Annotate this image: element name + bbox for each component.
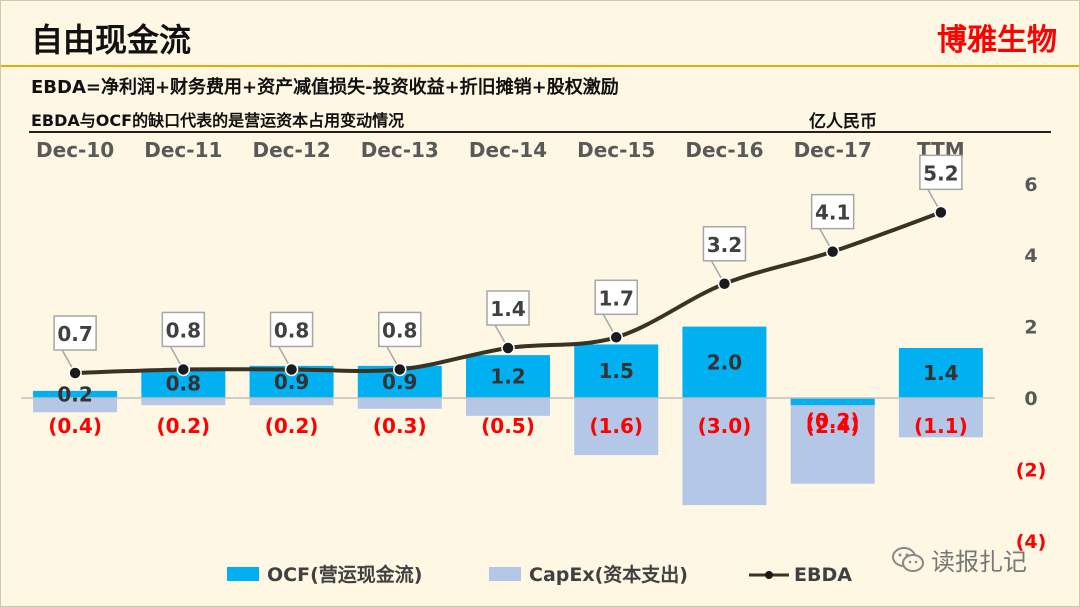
ebda-point bbox=[284, 362, 299, 377]
ocf-bar bbox=[898, 348, 983, 398]
ocf-data-label: 1.2 bbox=[490, 365, 525, 389]
capex-data-label: (2.4) bbox=[806, 414, 860, 438]
y-tick-label: 4 bbox=[1024, 245, 1037, 267]
chart-note: EBDA与OCF的缺口代表的是营运资本占用变动情况 bbox=[31, 111, 405, 130]
capex-bar bbox=[33, 398, 118, 413]
y-tick-label: 6 bbox=[1024, 174, 1037, 196]
capex-bar bbox=[574, 398, 659, 456]
ocf-bar bbox=[33, 390, 118, 398]
brand-name: 博雅生物 bbox=[937, 23, 1057, 58]
legend-ebda-marker bbox=[765, 571, 773, 579]
ebda-data-label: 3.2 bbox=[707, 233, 742, 257]
ebda-point bbox=[176, 362, 191, 377]
ocf-bar bbox=[574, 344, 659, 398]
category-label: Dec-10 bbox=[36, 138, 114, 162]
ocf-data-label: (0.2) bbox=[806, 409, 860, 433]
ebda-point bbox=[717, 277, 732, 291]
ocf-bar bbox=[682, 326, 767, 398]
ebda-data-label: 0.8 bbox=[382, 318, 417, 342]
capex-data-label: (0.2) bbox=[156, 414, 210, 438]
capex-data-label: (0.5) bbox=[481, 414, 535, 438]
watermark-text: 读报扎记 bbox=[931, 548, 1027, 576]
ebda-point bbox=[68, 366, 82, 380]
ebda-point bbox=[501, 341, 515, 355]
capex-bar bbox=[249, 398, 334, 406]
ocf-data-label: 0.2 bbox=[57, 382, 92, 406]
capex-data-label: (0.2) bbox=[265, 414, 319, 438]
capex-bar bbox=[357, 398, 442, 409]
category-label: Dec-17 bbox=[794, 138, 872, 162]
header-divider bbox=[29, 131, 1051, 133]
callout-box bbox=[919, 154, 963, 191]
category-label: Dec-13 bbox=[361, 138, 439, 162]
ocf-data-label: 1.5 bbox=[599, 359, 634, 383]
legend-ocf-label: OCF(营运现金流) bbox=[267, 563, 422, 586]
legend-ocf-swatch bbox=[227, 567, 259, 581]
callout-box bbox=[161, 311, 206, 348]
ocf-data-label: 1.4 bbox=[923, 361, 958, 385]
callout-box bbox=[486, 290, 530, 326]
ebda-point bbox=[609, 330, 623, 345]
callout-box bbox=[594, 279, 638, 316]
legend-capex-label: CapEx(资本支出) bbox=[529, 563, 688, 586]
y-tick-label: 0 bbox=[1024, 388, 1037, 410]
category-label: Dec-12 bbox=[252, 138, 330, 162]
ebda-data-label: 1.4 bbox=[490, 297, 525, 321]
capex-bar bbox=[141, 398, 226, 406]
capex-data-label: (3.0) bbox=[698, 414, 752, 438]
category-label: Dec-15 bbox=[577, 138, 655, 162]
unit-label: 亿人民币 bbox=[809, 112, 877, 132]
category-label: Dec-16 bbox=[685, 138, 763, 162]
category-label: Dec-14 bbox=[469, 138, 547, 162]
page-title: 自由现金流 bbox=[31, 21, 192, 59]
capex-data-label: (1.1) bbox=[914, 414, 968, 438]
ebda-data-label: 0.7 bbox=[57, 322, 92, 346]
callout-box bbox=[702, 226, 747, 262]
category-label: Dec-11 bbox=[144, 138, 222, 162]
ocf-bar bbox=[466, 355, 550, 398]
capex-data-label: (1.6) bbox=[589, 414, 643, 438]
capex-bar bbox=[790, 398, 875, 484]
wechat-icon bbox=[892, 546, 924, 572]
capex-bar bbox=[466, 398, 550, 416]
legend-ebda-label: EBDA bbox=[794, 564, 852, 586]
y-tick-label: (4) bbox=[1016, 531, 1047, 553]
ebda-data-label: 5.2 bbox=[923, 161, 958, 185]
legend-capex-swatch bbox=[489, 567, 521, 581]
ebda-data-label: 0.8 bbox=[274, 318, 309, 342]
capex-bar bbox=[898, 398, 983, 438]
y-tick-label: 2 bbox=[1024, 317, 1037, 339]
ocf-data-label: 2.0 bbox=[707, 350, 742, 374]
capex-data-label: (0.4) bbox=[48, 414, 102, 438]
watermark: 读报扎记 bbox=[891, 542, 1027, 577]
ebda-point bbox=[934, 205, 948, 220]
callout-box bbox=[269, 311, 314, 348]
callout-box bbox=[810, 193, 855, 230]
callout-box bbox=[53, 315, 97, 351]
callout-box bbox=[378, 311, 422, 348]
capex-data-label: (0.3) bbox=[373, 414, 427, 438]
capex-bar bbox=[682, 398, 767, 506]
ebda-data-label: 0.8 bbox=[166, 318, 201, 342]
title-divider bbox=[1, 65, 1079, 67]
ebda-formula: EBDA=净利润+财务费用+资产减值损失-投资收益+折旧摊销+股权激励 bbox=[31, 77, 619, 98]
ebda-point bbox=[393, 362, 407, 377]
ebda-data-label: 1.7 bbox=[599, 286, 634, 310]
y-tick-label: (2) bbox=[1016, 459, 1047, 481]
ebda-data-label: 4.1 bbox=[815, 201, 850, 225]
ocf-bar bbox=[790, 398, 875, 406]
ebda-point bbox=[825, 244, 840, 259]
